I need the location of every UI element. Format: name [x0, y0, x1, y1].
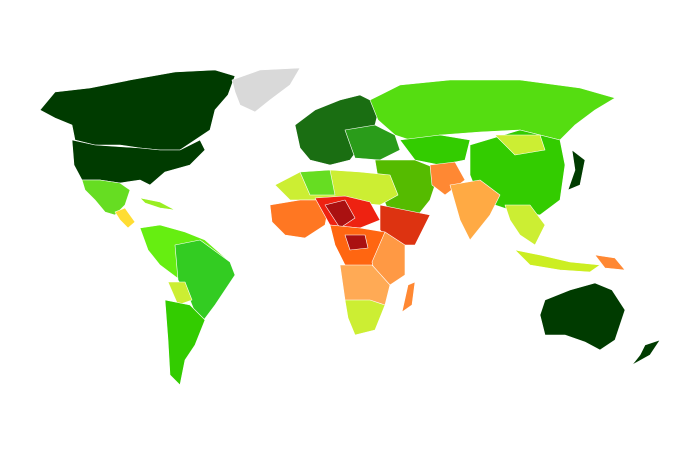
central-america	[114, 207, 136, 229]
japan	[567, 149, 586, 191]
caribbean	[139, 197, 176, 211]
papua	[594, 254, 626, 271]
australia	[539, 282, 626, 351]
maghreb	[299, 169, 336, 196]
horn-of-africa	[379, 204, 431, 246]
southeast-asia	[504, 204, 546, 246]
central-dark	[324, 199, 356, 229]
west-africa	[269, 199, 331, 239]
greenland	[231, 67, 301, 113]
bolivia	[167, 281, 193, 306]
europe-east	[344, 124, 401, 161]
india	[449, 179, 501, 241]
indonesia	[514, 249, 601, 273]
southern-cone	[164, 299, 206, 386]
new-zealand	[631, 339, 661, 366]
mongolia	[494, 134, 546, 156]
south-africa	[344, 299, 386, 336]
canada-alaska	[39, 69, 236, 151]
russia	[369, 79, 616, 141]
congo-dark	[344, 234, 369, 251]
madagascar	[401, 281, 416, 313]
